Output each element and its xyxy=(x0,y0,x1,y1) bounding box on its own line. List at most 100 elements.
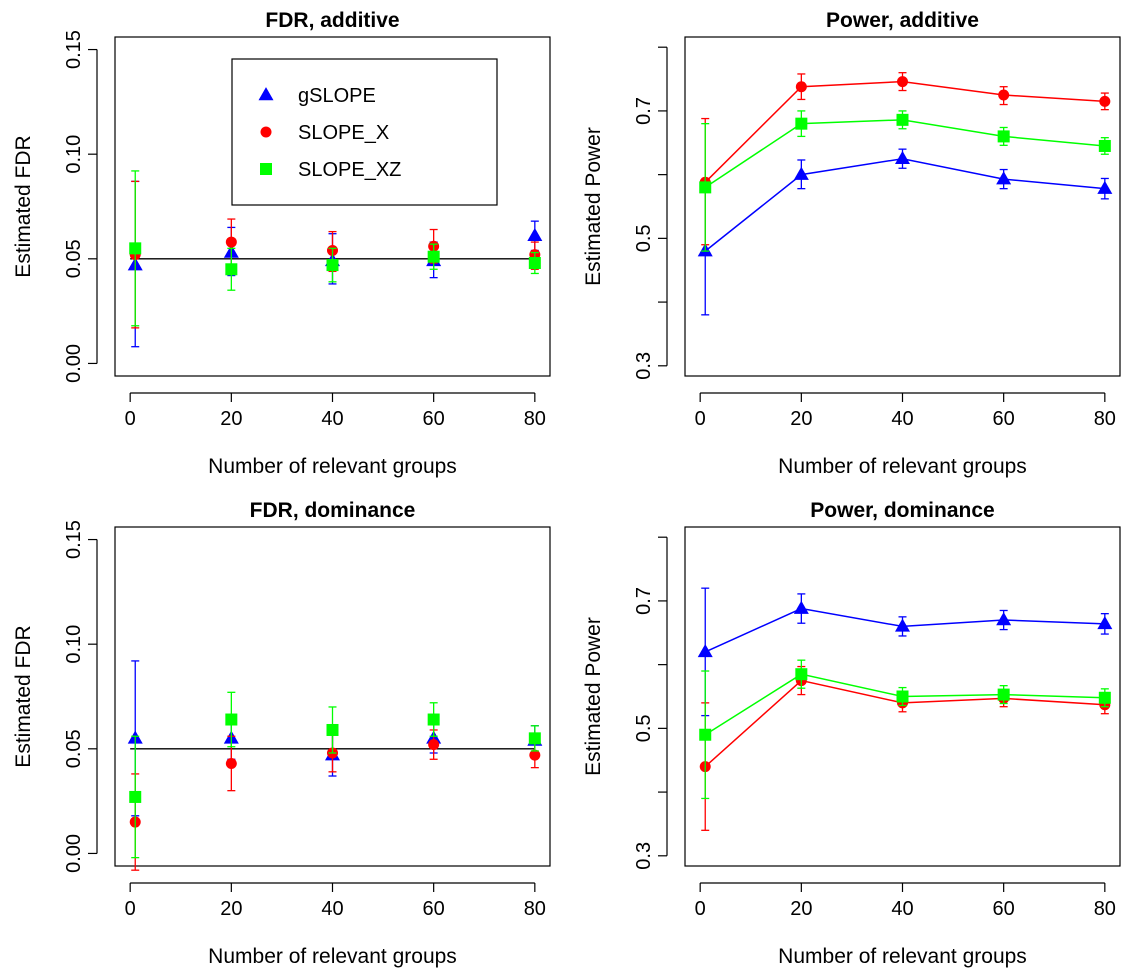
x-tick-label: 0 xyxy=(695,898,706,920)
chart-panel-1: FDR, additive 0 20 40 60 80 Number of relevant… xyxy=(12,9,551,478)
data-point xyxy=(699,181,712,194)
y-axis-label: Estimated Power xyxy=(582,127,605,286)
legend-marker xyxy=(260,163,272,175)
plot-frame xyxy=(114,36,551,377)
data-point xyxy=(998,89,1010,101)
series-line xyxy=(704,80,1105,183)
x-tick-label: 40 xyxy=(891,898,913,920)
data-point xyxy=(1098,691,1111,704)
y-tick-label: 0.7 xyxy=(633,587,655,615)
x-tick-label: 80 xyxy=(524,898,546,920)
legend-marker xyxy=(258,87,274,101)
plot-frame xyxy=(114,526,551,867)
data-point xyxy=(895,150,910,164)
x-axis-label: Number of relevant groups xyxy=(778,455,1027,478)
y-tick-label: 0.00 xyxy=(63,834,85,873)
data-point xyxy=(896,690,909,703)
x-tick-label: 80 xyxy=(1094,408,1116,430)
data-point xyxy=(225,713,238,726)
x-tick-label: 40 xyxy=(891,408,913,430)
y-tick-label: 0.15 xyxy=(63,30,85,69)
data-point xyxy=(795,117,808,130)
data-point xyxy=(996,171,1012,185)
data-point xyxy=(528,257,541,269)
x-tick-label: 40 xyxy=(321,408,343,430)
x-tick-label: 60 xyxy=(423,408,445,430)
data-point xyxy=(326,723,339,736)
series-SLOPE_XZ xyxy=(129,170,541,327)
data-point xyxy=(793,166,809,180)
legend-marker xyxy=(260,126,272,138)
y-tick-label: 0.10 xyxy=(63,135,85,174)
series-gSLOPE xyxy=(697,148,1113,316)
y-tick-label: 0.00 xyxy=(63,344,85,383)
data-point xyxy=(527,227,543,242)
x-axis-label: Number of relevant groups xyxy=(208,455,457,478)
data-point xyxy=(897,76,908,88)
data-point xyxy=(225,263,238,276)
x-axis-label: Number of relevant groups xyxy=(208,945,457,968)
x-tick-label: 80 xyxy=(1094,898,1116,920)
data-point xyxy=(793,600,809,614)
x-tick-label: 40 xyxy=(321,898,343,920)
data-point xyxy=(529,749,541,761)
data-point xyxy=(1099,95,1111,107)
x-tick-label: 80 xyxy=(524,408,546,430)
y-axis-label: Estimated Power xyxy=(582,617,605,776)
chart-panel-4: Power, dominance 0 20 40 60 80 Number of relev… xyxy=(582,499,1121,968)
data-point xyxy=(697,644,713,658)
x-tick-label: 0 xyxy=(695,408,706,430)
chart-title: FDR, dominance xyxy=(250,499,416,522)
series-gSLOPE xyxy=(127,660,543,817)
y-tick-label: 0.5 xyxy=(633,224,655,252)
y-tick-label: 0.3 xyxy=(633,842,655,870)
legend-label: SLOPE_XZ xyxy=(298,159,401,181)
x-tick-label: 0 xyxy=(125,408,136,430)
data-point xyxy=(896,113,909,126)
plot-frame xyxy=(684,36,1121,377)
chart-panel-3: FDR, dominance 0 20 40 60 80 Number of relevan… xyxy=(12,499,551,968)
data-point xyxy=(428,739,440,751)
x-tick-label: 20 xyxy=(790,898,812,920)
y-tick-label: 0.5 xyxy=(633,714,655,742)
series-SLOPE_XZ xyxy=(129,691,541,859)
data-point xyxy=(699,728,712,741)
data-point xyxy=(528,732,541,745)
chart-panel-2: Power, additive 0 20 40 60 80 Number of releva… xyxy=(582,9,1121,478)
y-axis-label: Estimated FDR xyxy=(12,625,35,767)
series-line xyxy=(704,119,1105,189)
data-point xyxy=(225,236,237,248)
y-axis-label: Estimated FDR xyxy=(12,135,35,277)
legend-label: SLOPE_X xyxy=(298,122,389,144)
x-tick-label: 60 xyxy=(423,898,445,920)
series-line xyxy=(704,157,1105,252)
plot-frame xyxy=(684,526,1121,867)
data-point xyxy=(996,612,1012,626)
x-tick-label: 20 xyxy=(790,408,812,430)
y-tick-label: 0.10 xyxy=(63,625,85,664)
data-point xyxy=(795,668,808,681)
x-axis-label: Number of relevant groups xyxy=(778,945,1027,968)
x-tick-label: 20 xyxy=(220,408,242,430)
x-tick-label: 20 xyxy=(220,898,242,920)
data-point xyxy=(997,130,1010,143)
legend-box xyxy=(231,58,498,206)
y-tick-label: 0.05 xyxy=(63,239,85,278)
chart-title: Power, additive xyxy=(826,9,979,32)
x-tick-label: 60 xyxy=(993,898,1015,920)
legend: gSLOPE SLOPE_X SLOPE_XZ xyxy=(231,58,498,206)
y-tick-label: 0.3 xyxy=(633,352,655,380)
y-tick-label: 0.15 xyxy=(63,520,85,559)
data-point xyxy=(997,688,1010,701)
data-point xyxy=(326,259,339,272)
data-point xyxy=(1097,615,1113,630)
data-point xyxy=(129,242,142,255)
data-point xyxy=(1097,180,1113,194)
x-tick-label: 60 xyxy=(993,408,1015,430)
x-tick-label: 0 xyxy=(125,898,136,920)
y-tick-label: 0.05 xyxy=(63,729,85,768)
series-SLOPE_XZ xyxy=(699,110,1111,252)
y-tick-label: 0.7 xyxy=(633,97,655,125)
data-point xyxy=(427,250,440,263)
